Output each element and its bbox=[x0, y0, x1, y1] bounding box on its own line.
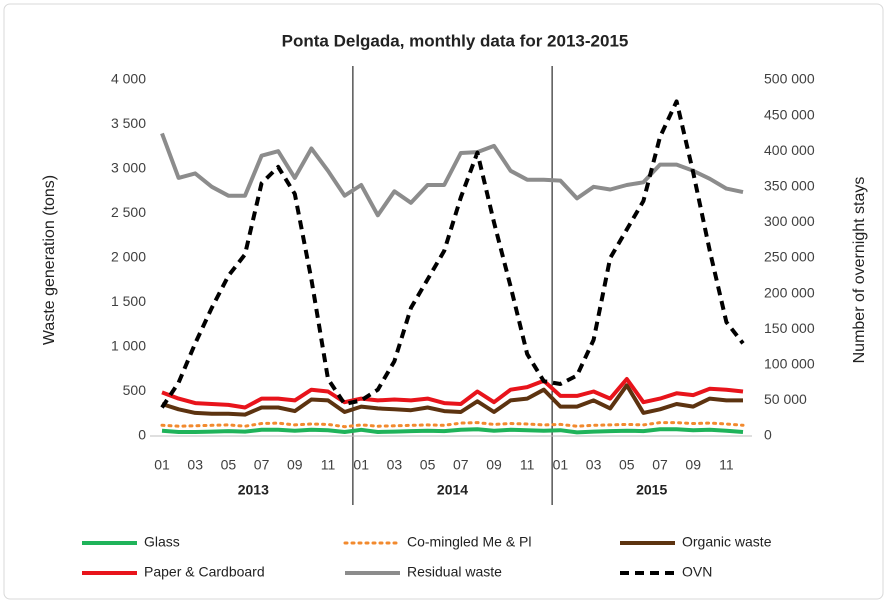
y-tick-label: 1 000 bbox=[111, 338, 146, 354]
x-tick-label: 11 bbox=[520, 457, 535, 473]
x-tick-label: 09 bbox=[685, 457, 701, 473]
series-line bbox=[160, 99, 745, 409]
y2-tick-label: 0 bbox=[764, 427, 772, 443]
y-tick-label: 3 500 bbox=[111, 115, 146, 131]
x-tick-label: 07 bbox=[652, 457, 668, 473]
x-tick-label: 05 bbox=[420, 457, 436, 473]
y-tick-label: 2 000 bbox=[111, 249, 146, 265]
x-tick-label: 03 bbox=[387, 457, 403, 473]
x-tick-label: 11 bbox=[719, 457, 734, 473]
y2-tick-label: 150 000 bbox=[764, 320, 815, 336]
x-tick-label: 03 bbox=[187, 457, 203, 473]
series-line bbox=[161, 427, 744, 435]
x-tick-label: 01 bbox=[353, 457, 369, 473]
x-tick-label: 03 bbox=[586, 457, 602, 473]
x-tick-label: 07 bbox=[254, 457, 270, 473]
legend-label: Glass bbox=[144, 534, 180, 550]
y2-axis-title: Number of overnight stays bbox=[851, 177, 868, 364]
chart-frame bbox=[3, 3, 884, 600]
group-label: 2015 bbox=[636, 482, 667, 498]
y-tick-label: 3 000 bbox=[111, 160, 146, 176]
y2-tick-label: 300 000 bbox=[764, 213, 815, 229]
legend-label: Paper & Cardboard bbox=[144, 564, 265, 580]
chart-title: Ponta Delgada, monthly data for 2013-201… bbox=[282, 31, 629, 50]
y2-tick-label: 400 000 bbox=[764, 142, 815, 158]
x-tick-label: 11 bbox=[321, 457, 336, 473]
y-tick-label: 1 500 bbox=[111, 293, 146, 309]
y2-tick-label: 450 000 bbox=[764, 106, 815, 122]
y-axis-title: Waste generation (tons) bbox=[41, 175, 58, 345]
legend-label: OVN bbox=[682, 564, 712, 580]
y-tick-label: 0 bbox=[138, 427, 146, 443]
series-line bbox=[161, 383, 743, 417]
x-tick-label: 05 bbox=[221, 457, 237, 473]
series-line bbox=[161, 377, 744, 410]
y-tick-label: 2 500 bbox=[111, 204, 146, 220]
y2-tick-label: 250 000 bbox=[764, 249, 815, 265]
group-label: 2014 bbox=[437, 482, 468, 498]
x-tick-label: 09 bbox=[287, 457, 303, 473]
group-label: 2013 bbox=[238, 482, 269, 498]
x-tick-label: 01 bbox=[154, 457, 170, 473]
legend-label: Residual waste bbox=[407, 564, 502, 580]
y2-tick-label: 50 000 bbox=[764, 391, 807, 407]
y2-tick-label: 100 000 bbox=[764, 356, 815, 372]
legend-label: Organic waste bbox=[682, 534, 772, 550]
legend-label: Co-mingled Me & Pl bbox=[407, 534, 532, 550]
y2-tick-label: 500 000 bbox=[764, 71, 815, 87]
y-tick-label: 4 000 bbox=[111, 71, 146, 87]
series-line bbox=[160, 421, 745, 429]
x-tick-label: 01 bbox=[553, 457, 569, 473]
x-tick-label: 07 bbox=[453, 457, 469, 473]
y2-tick-label: 200 000 bbox=[764, 284, 815, 300]
y-tick-label: 500 bbox=[123, 382, 147, 398]
y2-tick-label: 350 000 bbox=[764, 178, 815, 194]
series-line bbox=[160, 132, 744, 218]
x-tick-label: 05 bbox=[619, 457, 635, 473]
x-tick-label: 09 bbox=[486, 457, 502, 473]
